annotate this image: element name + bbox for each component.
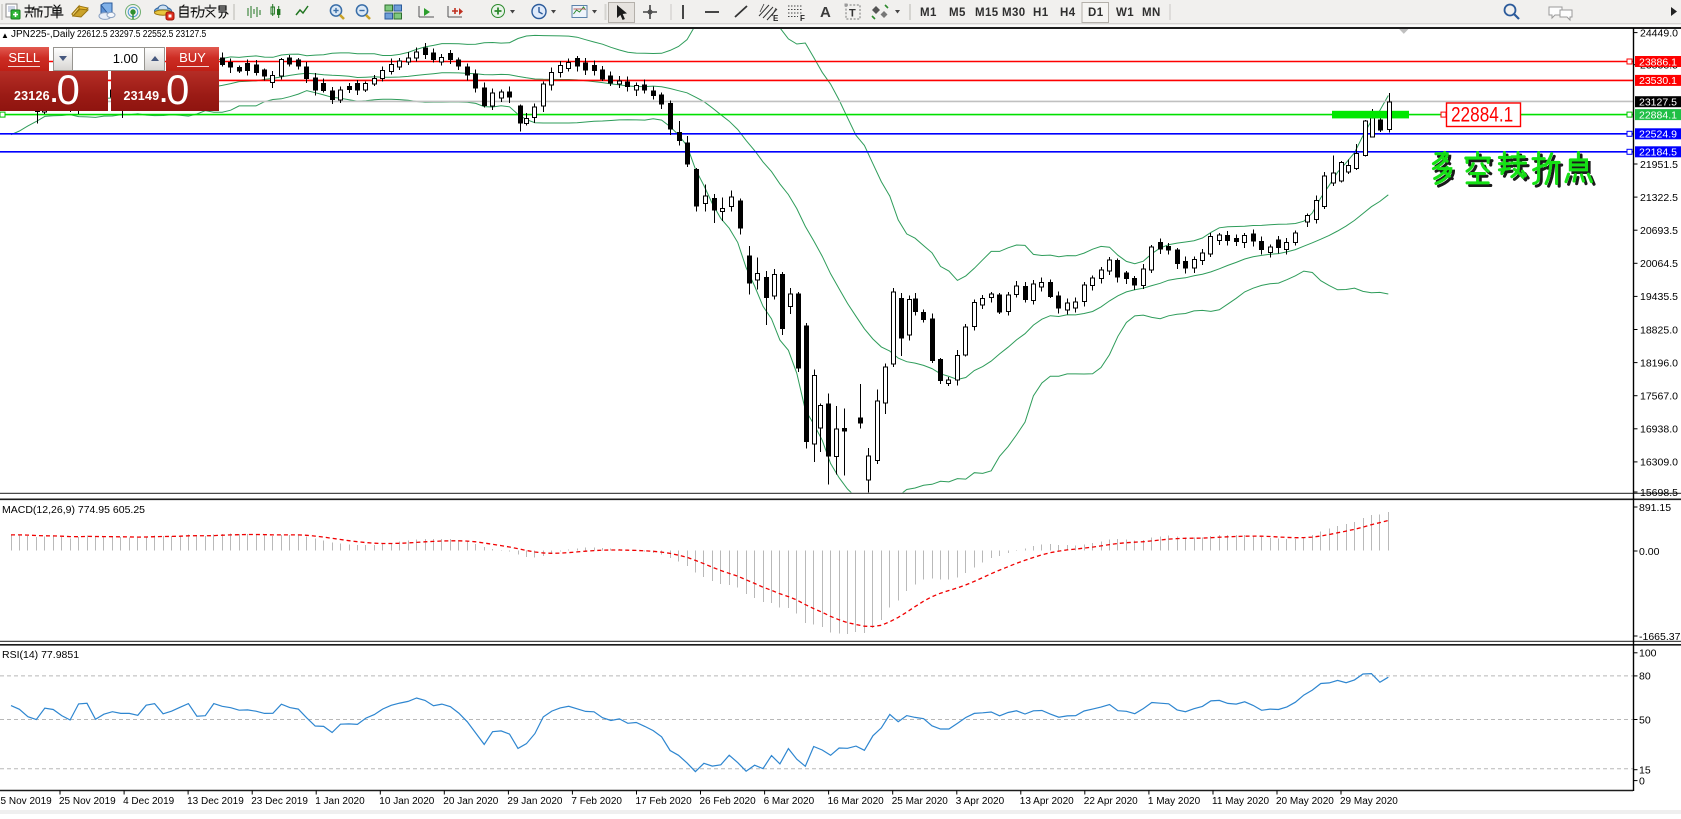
svg-text:-1665.37: -1665.37 <box>1639 631 1681 643</box>
svg-text:15: 15 <box>1639 765 1651 777</box>
svg-text:13 Dec 2019: 13 Dec 2019 <box>187 796 244 807</box>
svg-text:19435.5: 19435.5 <box>1640 291 1678 303</box>
svg-text:11 May 2020: 11 May 2020 <box>1212 796 1270 807</box>
svg-text:21951.5: 21951.5 <box>1640 159 1678 171</box>
svg-text:891.15: 891.15 <box>1639 502 1671 514</box>
svg-text:1 May 2020: 1 May 2020 <box>1148 796 1201 807</box>
svg-text:1 Jan 2020: 1 Jan 2020 <box>315 796 365 807</box>
svg-text:3 Apr 2020: 3 Apr 2020 <box>956 796 1005 807</box>
svg-text:25 Mar 2020: 25 Mar 2020 <box>892 796 949 807</box>
svg-text:E: E <box>773 14 779 23</box>
svg-text:21322.5: 21322.5 <box>1640 192 1678 204</box>
svg-text:H1: H1 <box>1033 7 1049 19</box>
svg-text:18196.0: 18196.0 <box>1640 357 1678 369</box>
svg-text:6 Mar 2020: 6 Mar 2020 <box>764 796 815 807</box>
svg-text:50: 50 <box>1639 714 1651 726</box>
svg-text:M30: M30 <box>1002 7 1026 19</box>
svg-text:29 Jan 2020: 29 Jan 2020 <box>507 796 562 807</box>
svg-text:80: 80 <box>1639 671 1651 683</box>
svg-text:20 Jan 2020: 20 Jan 2020 <box>443 796 498 807</box>
svg-text:23530.1: 23530.1 <box>1639 75 1677 87</box>
svg-text:T: T <box>849 8 856 20</box>
svg-text:18825.0: 18825.0 <box>1640 324 1678 336</box>
svg-text:F: F <box>800 14 805 23</box>
svg-text:17 Feb 2020: 17 Feb 2020 <box>636 796 693 807</box>
svg-text:100: 100 <box>1639 648 1657 660</box>
svg-text:4 Dec 2019: 4 Dec 2019 <box>123 796 175 807</box>
svg-text:23 Dec 2019: 23 Dec 2019 <box>251 796 308 807</box>
svg-text:M15: M15 <box>975 7 999 19</box>
svg-text:20 May 2020: 20 May 2020 <box>1276 796 1334 807</box>
svg-text:16309.0: 16309.0 <box>1640 457 1678 469</box>
svg-text:16 Mar 2020: 16 Mar 2020 <box>828 796 885 807</box>
svg-text:23886.1: 23886.1 <box>1639 56 1677 68</box>
svg-text:M1: M1 <box>920 7 937 19</box>
svg-text:25 Nov 2019: 25 Nov 2019 <box>59 796 116 807</box>
svg-text:26 Feb 2020: 26 Feb 2020 <box>700 796 757 807</box>
svg-text:A: A <box>820 4 831 21</box>
svg-text:22524.9: 22524.9 <box>1639 129 1677 141</box>
svg-text:22884.1: 22884.1 <box>1639 109 1677 121</box>
svg-text:RSI(14) 77.9851: RSI(14) 77.9851 <box>2 649 79 661</box>
svg-text:24449.0: 24449.0 <box>1640 27 1678 39</box>
svg-text:17567.0: 17567.0 <box>1640 391 1678 403</box>
svg-text:29 May 2020: 29 May 2020 <box>1340 796 1398 807</box>
svg-text:22 Apr 2020: 22 Apr 2020 <box>1084 796 1138 807</box>
svg-text:7 Feb 2020: 7 Feb 2020 <box>571 796 622 807</box>
svg-text:20064.5: 20064.5 <box>1640 258 1678 270</box>
svg-text:D1: D1 <box>1088 7 1104 19</box>
svg-text:10 Jan 2020: 10 Jan 2020 <box>379 796 434 807</box>
svg-text:13 Apr 2020: 13 Apr 2020 <box>1020 796 1074 807</box>
svg-text:22184.5: 22184.5 <box>1639 147 1677 159</box>
svg-text:H4: H4 <box>1060 7 1076 19</box>
svg-text:MACD(12,26,9) 774.95 605.25: MACD(12,26,9) 774.95 605.25 <box>2 504 145 516</box>
svg-text:15 Nov 2019: 15 Nov 2019 <box>0 796 52 807</box>
svg-text:23127.5: 23127.5 <box>1639 97 1677 109</box>
svg-text:16938.0: 16938.0 <box>1640 424 1678 436</box>
svg-text:15698.5: 15698.5 <box>1640 487 1678 499</box>
svg-text:22884.1: 22884.1 <box>1451 104 1513 127</box>
svg-text:20693.5: 20693.5 <box>1640 225 1678 237</box>
svg-text:MN: MN <box>1142 7 1161 19</box>
svg-text:0.00: 0.00 <box>1639 546 1660 558</box>
svg-text:M5: M5 <box>949 7 966 19</box>
svg-text:W1: W1 <box>1116 7 1134 19</box>
svg-text:0: 0 <box>1639 775 1645 787</box>
